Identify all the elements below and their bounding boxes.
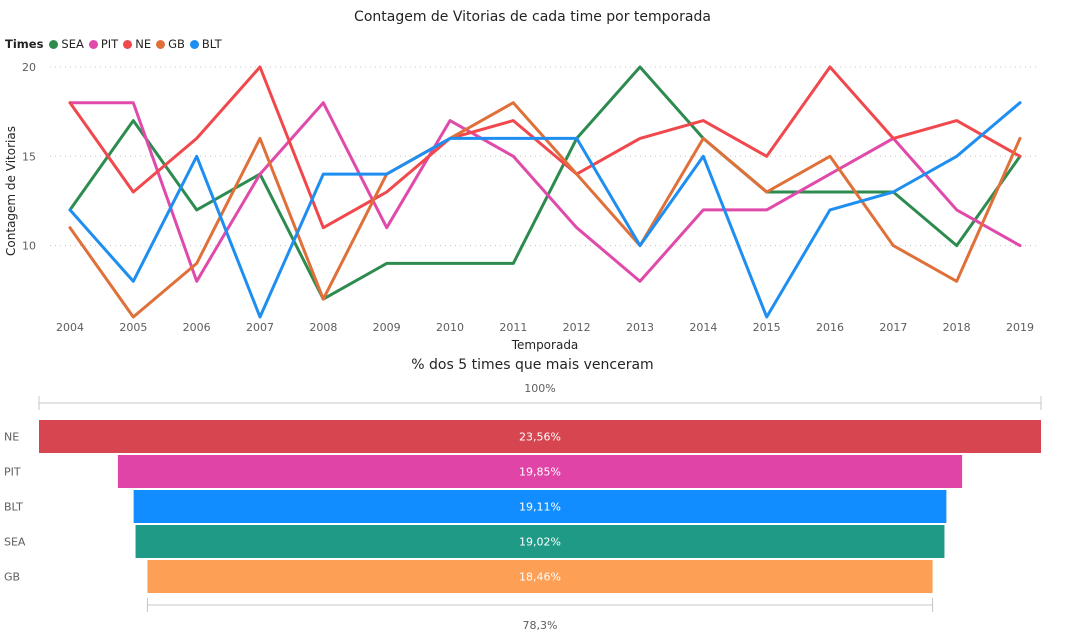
funnel-bar-sea[interactable] <box>135 525 945 558</box>
legend-dot-gb <box>156 39 166 49</box>
x-tick-label: 2005 <box>119 321 147 334</box>
y-gridlines <box>50 66 1040 247</box>
line-chart-title: Contagem de Vitorias de cada time por te… <box>354 9 711 25</box>
legend-dot-blt <box>189 39 199 49</box>
x-tick-label: 2017 <box>879 321 907 334</box>
legend-item-pit[interactable]: PIT <box>88 37 119 51</box>
x-tick-label: 2010 <box>436 321 464 334</box>
line-series-group <box>68 65 1022 319</box>
funnel-value-label: 19,85% <box>519 466 561 479</box>
funnel-category-label: BLT <box>4 501 23 514</box>
legend-item-gb[interactable]: GB <box>156 37 185 51</box>
x-tick-label: 2013 <box>626 321 654 334</box>
x-tick-label: 2009 <box>373 321 401 334</box>
x-tick-labels: 2004 2005 2006 2007 2008 2009 2010 2011 2012 2013… <box>56 321 1034 334</box>
legend-dot-sea <box>49 39 59 49</box>
y-axis-label: Contagem de Vitorias <box>4 126 18 256</box>
funnel-bottom-label: 78,3% <box>523 619 558 632</box>
funnel-bar-gb[interactable] <box>147 560 933 593</box>
funnel-chart-title: % dos 5 times que mais venceram <box>411 357 654 373</box>
funnel-category-label: NE <box>4 431 19 444</box>
series-line-sea[interactable] <box>68 65 1022 301</box>
series-line-ne[interactable] <box>68 65 1022 230</box>
funnel-category-label: PIT <box>4 466 21 479</box>
funnel-category-label: GB <box>4 571 20 584</box>
x-tick-label: 2006 <box>183 321 211 334</box>
legend-item-ne[interactable]: NE <box>123 37 151 51</box>
funnel-category-label: SEA <box>4 536 26 549</box>
x-tick-label: 2019 <box>1006 321 1034 334</box>
funnel-value-label: 19,02% <box>519 536 561 549</box>
y-tick-label: 20 <box>22 61 36 74</box>
x-tick-label: 2004 <box>56 321 84 334</box>
x-tick-label: 2016 <box>816 321 844 334</box>
y-tick-label: 15 <box>22 150 36 163</box>
x-tick-label: 2007 <box>246 321 274 334</box>
line-chart-legend[interactable]: Times SEA PIT NE GB BLT <box>5 37 227 51</box>
funnel-top-bracket <box>38 396 1042 410</box>
x-tick-label: 2014 <box>689 321 717 334</box>
y-tick-labels: 10 15 20 <box>22 61 36 253</box>
legend-item-sea[interactable]: SEA <box>49 37 84 51</box>
legend-item-blt[interactable]: BLT <box>189 37 222 51</box>
series-line-blt[interactable] <box>68 101 1022 319</box>
x-tick-label: 2018 <box>943 321 971 334</box>
legend-label-ne: NE <box>135 37 152 51</box>
legend-label-gb: GB <box>168 37 185 51</box>
x-tick-label: 2012 <box>563 321 591 334</box>
funnel-value-label: 19,11% <box>519 501 561 514</box>
funnel-value-label: 23,56% <box>519 431 561 444</box>
funnel-bar-blt[interactable] <box>133 490 947 523</box>
y-tick-label: 10 <box>22 240 36 253</box>
x-tick-label: 2008 <box>309 321 337 334</box>
legend-label-pit: PIT <box>100 37 119 51</box>
legend-title: Times <box>5 37 44 51</box>
series-line-pit[interactable] <box>68 101 1022 283</box>
legend-dot-pit <box>88 39 98 49</box>
legend-label-blt: BLT <box>201 37 222 51</box>
funnel-value-label: 18,46% <box>519 571 561 584</box>
funnel-top-label: 100% <box>524 382 555 395</box>
x-axis-label: Temporada <box>511 338 579 352</box>
x-tick-label: 2011 <box>499 321 527 334</box>
funnel-bar-pit[interactable] <box>117 455 963 488</box>
funnel-bars-group: 23,56% NE 19,85% PIT 19,11% BLT 19,02% SEA 18,46… <box>4 420 1041 593</box>
x-tick-label: 2015 <box>753 321 781 334</box>
legend-dot-ne <box>123 39 133 49</box>
funnel-bar-ne[interactable] <box>39 420 1041 453</box>
legend-label-sea: SEA <box>61 37 84 51</box>
funnel-bottom-bracket <box>146 598 934 612</box>
